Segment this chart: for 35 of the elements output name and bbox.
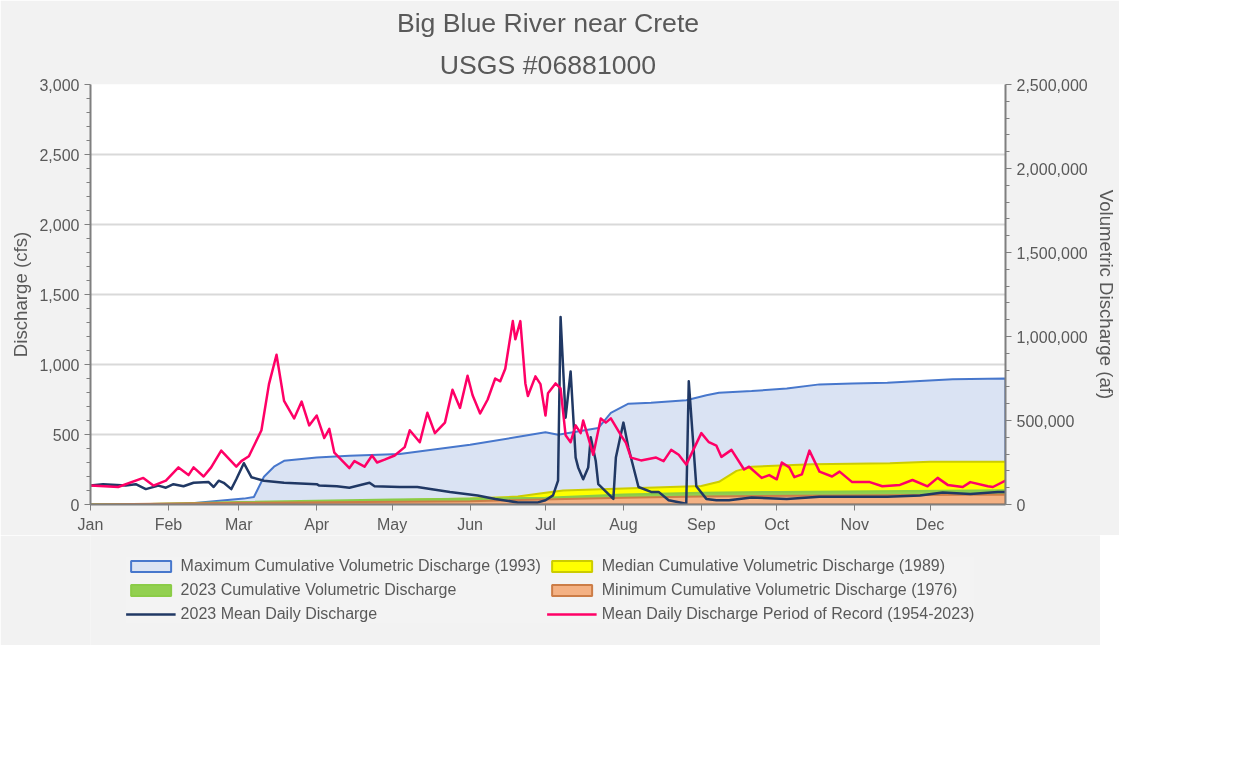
x-tick-label: Nov (840, 515, 869, 533)
x-tick-label: May (377, 515, 408, 533)
y2-tick-label: 2,000,000 (1016, 160, 1088, 178)
x-tick-label: Sep (687, 515, 716, 533)
y-axis-title: Discharge (cfs) (10, 231, 32, 358)
legend-label: 2023 Mean Daily Discharge (180, 605, 378, 623)
legend-label: Minimum Cumulative Volumetric Discharge (1976) (601, 581, 958, 599)
y2-tick-label: 500,000 (1016, 412, 1075, 430)
x-tick-label: Apr (304, 515, 330, 533)
x-tick-label: Jul (535, 515, 556, 533)
y-tick-label: 3,000 (39, 76, 80, 94)
legend-label: Median Cumulative Volumetric Discharge (1989) (601, 557, 946, 575)
y2-tick-label: 2,500,000 (1016, 76, 1088, 94)
y-tick-label: 1,000 (39, 356, 80, 374)
y-tick-label: 0 (70, 496, 80, 514)
legend-label: Maximum Cumulative Volumetric Discharge (1993) (180, 557, 541, 575)
legend-label: Mean Daily Discharge Period of Record (1954-2023) (601, 605, 975, 623)
x-tick-label: Oct (764, 515, 790, 533)
y2-tick-label: 1,000,000 (1016, 328, 1088, 346)
x-tick-label: Aug (609, 515, 638, 533)
x-tick-label: Jan (77, 515, 104, 533)
chart-title: Big Blue River near Crete (396, 7, 700, 38)
legend-label: 2023 Cumulative Volumetric Discharge (180, 581, 457, 599)
y-tick-label: 2,000 (39, 216, 80, 234)
y-tick-label: 2,500 (39, 146, 80, 164)
y2-axis-title: Volumetric Discharge (af) (1095, 189, 1117, 400)
x-tick-label: Jun (457, 515, 483, 533)
x-tick-label: Mar (225, 515, 254, 533)
x-tick-label: Dec (915, 515, 945, 533)
y-tick-label: 1,500 (39, 286, 80, 304)
y-tick-label: 500 (52, 426, 80, 444)
x-tick-label: Feb (154, 515, 183, 533)
y2-tick-label: 0 (1016, 496, 1026, 514)
y2-tick-label: 1,500,000 (1016, 244, 1088, 262)
chart-subtitle: USGS #06881000 (439, 49, 657, 80)
